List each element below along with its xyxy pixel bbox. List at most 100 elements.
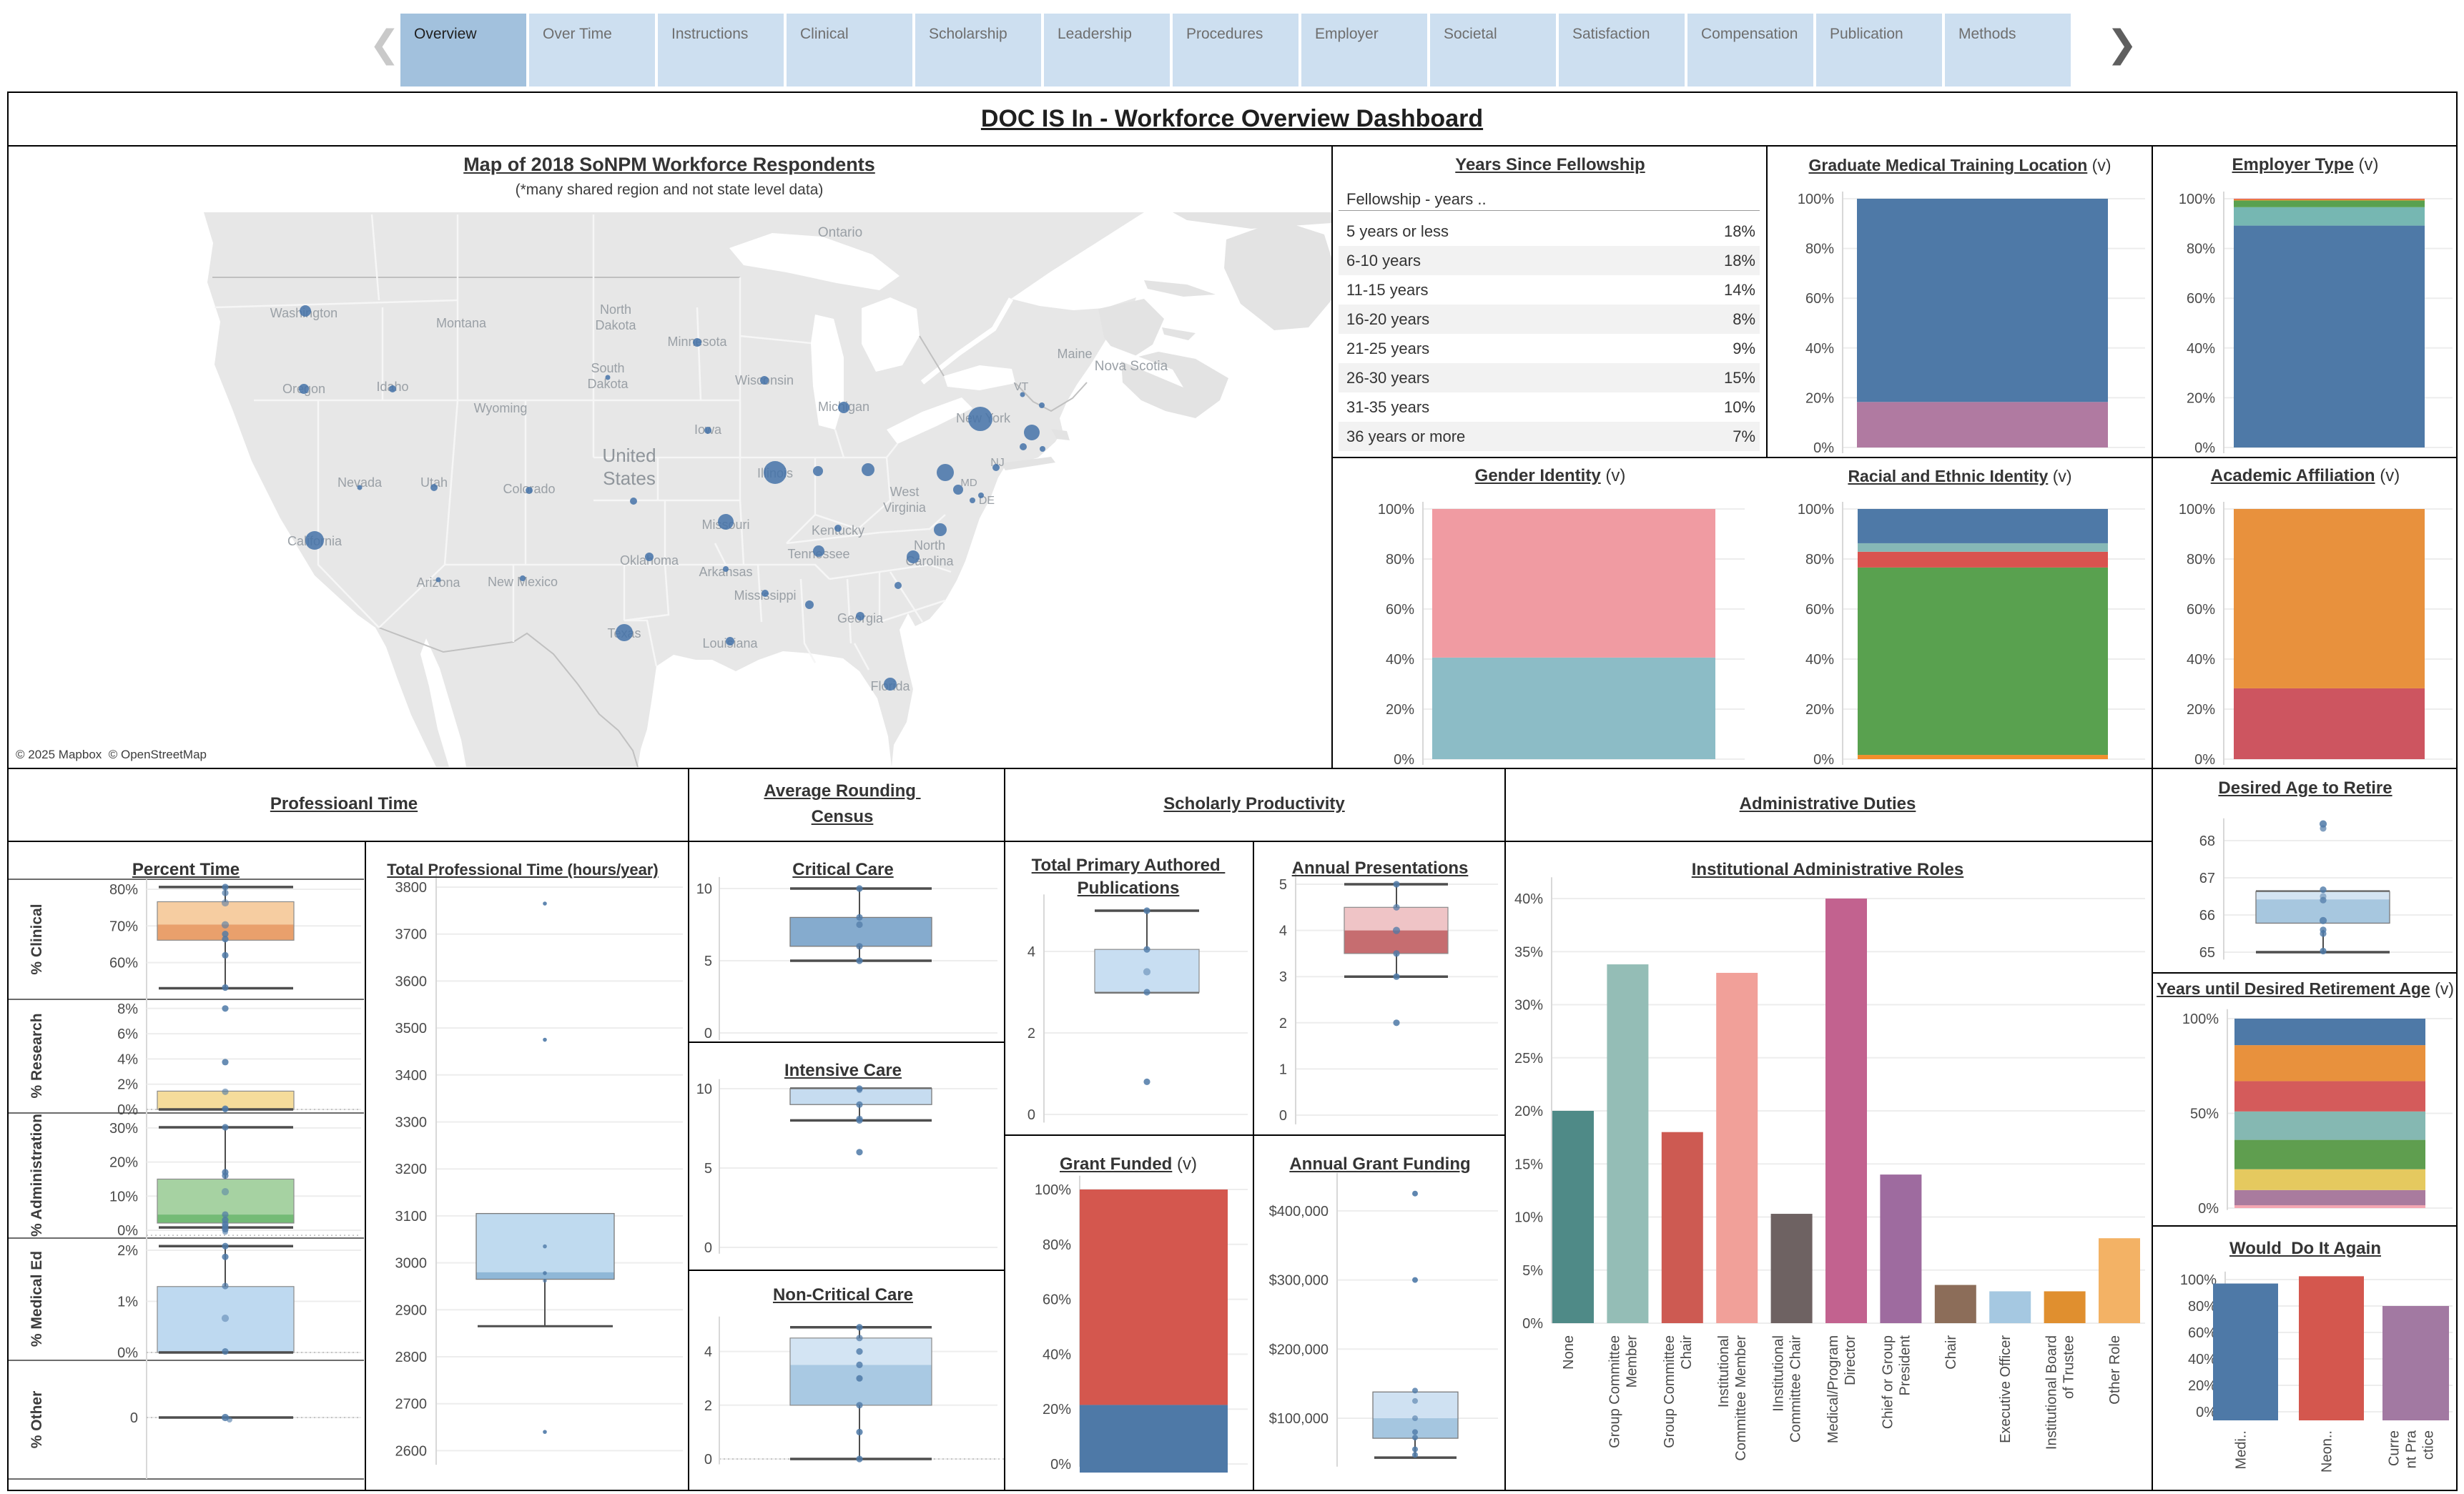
svg-text:% Other: % Other — [29, 1391, 45, 1449]
svg-text:40%: 40% — [2187, 652, 2215, 668]
svg-text:80%: 80% — [2188, 1299, 2217, 1315]
svg-text:2%: 2% — [117, 1077, 138, 1093]
svg-text:40%: 40% — [2187, 341, 2215, 357]
svg-text:20%: 20% — [1805, 390, 1834, 406]
svg-text:1: 1 — [1279, 1062, 1287, 1077]
svg-text:0%: 0% — [2198, 1201, 2219, 1217]
svg-text:$200,000: $200,000 — [1269, 1342, 1329, 1357]
svg-text:3: 3 — [1279, 969, 1287, 985]
svg-text:Dakota: Dakota — [595, 318, 636, 332]
svg-text:South: South — [591, 361, 624, 375]
svg-text:Utah: Utah — [420, 475, 448, 490]
svg-text:20%: 20% — [1514, 1104, 1543, 1119]
svg-text:Chair: Chair — [1679, 1335, 1695, 1370]
svg-text:Executive Officer: Executive Officer — [1998, 1335, 2014, 1443]
svg-text:4: 4 — [704, 1345, 712, 1360]
svg-text:Committee Member: Committee Member — [1733, 1335, 1749, 1461]
svg-text:3700: 3700 — [395, 927, 428, 943]
svg-text:5: 5 — [704, 1161, 712, 1177]
svg-text:Chief or Group: Chief or Group — [1880, 1335, 1896, 1429]
svg-text:20%: 20% — [2187, 390, 2215, 406]
svg-text:Maine: Maine — [1057, 347, 1092, 361]
svg-text:80%: 80% — [1043, 1237, 1071, 1253]
svg-text:80%: 80% — [2187, 552, 2215, 568]
svg-text:Member: Member — [1624, 1335, 1640, 1388]
svg-text:15%: 15% — [1514, 1157, 1543, 1172]
svg-text:Arizona: Arizona — [416, 575, 460, 590]
svg-text:100%: 100% — [2179, 502, 2215, 518]
svg-text:Group Committee: Group Committee — [1662, 1335, 1677, 1448]
svg-text:0%: 0% — [2194, 440, 2215, 456]
svg-text:30%: 30% — [1514, 998, 1543, 1014]
svg-text:50%: 50% — [2190, 1107, 2219, 1122]
svg-text:2700: 2700 — [395, 1397, 428, 1413]
svg-text:2%: 2% — [117, 1243, 138, 1259]
svg-text:80%: 80% — [109, 882, 138, 898]
svg-text:20%: 20% — [1386, 702, 1414, 718]
svg-text:Institutional Board: Institutional Board — [2044, 1335, 2060, 1450]
svg-text:3600: 3600 — [395, 974, 428, 989]
svg-text:MD: MD — [960, 477, 977, 489]
svg-text:100%: 100% — [2180, 1272, 2217, 1288]
svg-text:North: North — [914, 538, 945, 553]
svg-text:4%: 4% — [117, 1052, 138, 1067]
svg-text:President: President — [1897, 1335, 1913, 1396]
svg-text:States: States — [603, 468, 656, 489]
svg-text:100%: 100% — [1798, 192, 1834, 207]
svg-text:40%: 40% — [1805, 652, 1834, 668]
svg-text:2: 2 — [1279, 1016, 1287, 1032]
svg-text:6%: 6% — [117, 1026, 138, 1042]
svg-text:VT: VT — [1014, 381, 1029, 393]
svg-text:0: 0 — [704, 1452, 712, 1468]
svg-text:5: 5 — [704, 954, 712, 969]
svg-text:67: 67 — [2199, 871, 2215, 886]
svg-text:60%: 60% — [1805, 602, 1834, 618]
svg-text:0%: 0% — [1522, 1316, 1543, 1332]
svg-text:$300,000: $300,000 — [1269, 1273, 1329, 1289]
svg-text:40%: 40% — [1805, 341, 1834, 357]
svg-text:0%: 0% — [1813, 440, 1834, 456]
svg-text:Chair: Chair — [1943, 1335, 1959, 1370]
svg-text:5: 5 — [1279, 877, 1287, 893]
svg-text:0%: 0% — [2196, 1405, 2217, 1420]
svg-text:Curre: Curre — [2387, 1430, 2403, 1466]
svg-text:Director: Director — [1843, 1335, 1858, 1385]
svg-text:% Medical Ed: % Medical Ed — [29, 1251, 45, 1347]
svg-text:Montana: Montana — [436, 316, 487, 330]
svg-text:4: 4 — [1028, 944, 1035, 960]
svg-text:United: United — [602, 445, 656, 466]
svg-text:2600: 2600 — [395, 1443, 428, 1459]
svg-text:0: 0 — [1028, 1107, 1035, 1123]
svg-text:40%: 40% — [1386, 652, 1414, 668]
svg-text:60%: 60% — [2187, 291, 2215, 307]
svg-text:0%: 0% — [2194, 752, 2215, 768]
svg-text:60%: 60% — [2188, 1325, 2217, 1341]
svg-text:0%: 0% — [117, 1102, 138, 1118]
svg-text:10: 10 — [696, 1082, 712, 1097]
svg-text:0%: 0% — [117, 1345, 138, 1361]
svg-text:60%: 60% — [1386, 602, 1414, 618]
svg-text:100%: 100% — [2182, 1011, 2219, 1027]
svg-text:DE: DE — [979, 495, 995, 507]
svg-text:$100,000: $100,000 — [1269, 1411, 1329, 1427]
svg-text:Other Role: Other Role — [2107, 1335, 2123, 1405]
svg-text:80%: 80% — [2187, 242, 2215, 257]
svg-text:60%: 60% — [2187, 602, 2215, 618]
svg-text:20%: 20% — [109, 1155, 138, 1171]
svg-text:nt Pra: nt Pra — [2404, 1430, 2420, 1468]
svg-text:0: 0 — [130, 1410, 138, 1426]
svg-text:10%: 10% — [109, 1189, 138, 1204]
svg-text:Nova Scotia: Nova Scotia — [1095, 359, 1168, 374]
svg-text:Institutional: Institutional — [1716, 1335, 1732, 1408]
svg-text:2800: 2800 — [395, 1350, 428, 1365]
svg-text:8%: 8% — [117, 1001, 138, 1017]
svg-text:80%: 80% — [1805, 242, 1834, 257]
svg-text:1%: 1% — [117, 1295, 138, 1310]
svg-text:New Mexico: New Mexico — [488, 575, 558, 589]
svg-text:3300: 3300 — [395, 1115, 428, 1131]
svg-text:5%: 5% — [1522, 1263, 1543, 1279]
svg-text:100%: 100% — [1798, 502, 1834, 518]
svg-text:20%: 20% — [2188, 1378, 2217, 1394]
svg-text:100%: 100% — [2179, 192, 2215, 207]
svg-text:Virginia: Virginia — [883, 500, 927, 515]
